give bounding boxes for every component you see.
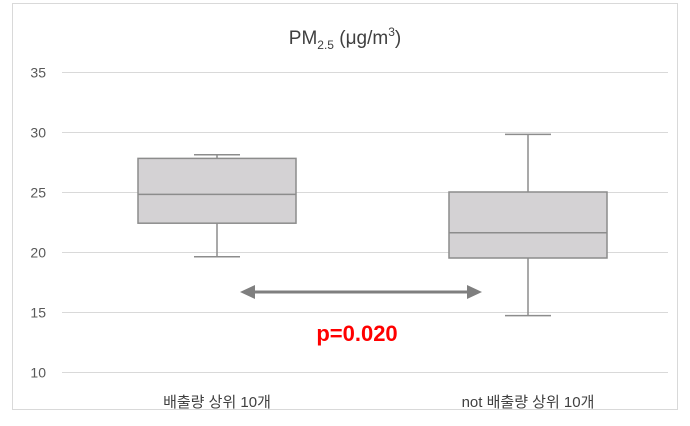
arrow-head-right xyxy=(467,285,482,299)
title-subscript: 2.5 xyxy=(317,38,334,52)
y-tick-label: 25 xyxy=(30,185,46,201)
box-group xyxy=(448,133,608,317)
title-unit-open: (μg/m xyxy=(334,28,388,49)
box-iqr xyxy=(448,191,608,259)
y-tick-label: 15 xyxy=(30,305,46,321)
annotation-layer: p=0.020 xyxy=(240,285,482,346)
category-label: not 배출량 상위 10개 xyxy=(462,394,595,411)
box-layer xyxy=(137,133,608,317)
y-tick-label: 30 xyxy=(30,125,46,141)
y-tick-label: 10 xyxy=(30,365,46,381)
y-tick-label: 20 xyxy=(30,245,46,261)
box-iqr xyxy=(137,157,297,224)
category-label: 배출량 상위 10개 xyxy=(163,394,271,411)
y-tick-label: 35 xyxy=(30,65,46,81)
label-layer: 10 15 20 25 30 35 배출량 상위 10개 not 배출량 상위 10개 xyxy=(30,65,594,412)
title-superscript: 3 xyxy=(388,25,395,39)
p-value-label: p=0.020 xyxy=(316,321,397,346)
box-group xyxy=(137,154,297,258)
title-unit-close: ) xyxy=(395,28,401,49)
title-main: PM xyxy=(289,28,318,49)
chart-title: PM2.5 (μg/m3) xyxy=(289,25,401,52)
arrow-head-left xyxy=(240,285,255,299)
